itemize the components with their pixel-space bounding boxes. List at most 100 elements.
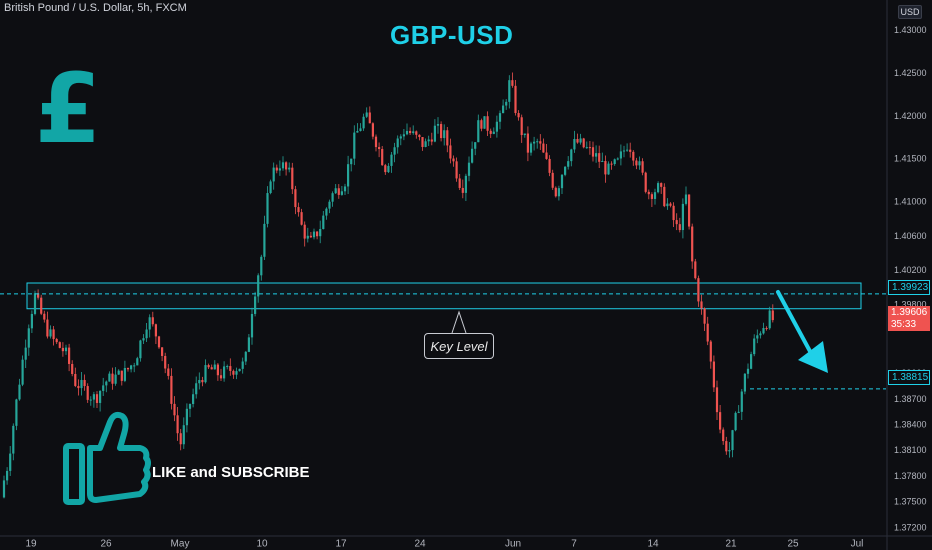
candle-body <box>269 181 272 194</box>
currency-badge[interactable]: USD <box>898 5 922 19</box>
candle-body <box>300 212 303 225</box>
candle-body <box>207 365 210 368</box>
candle-body <box>619 151 622 159</box>
candle-body <box>368 112 371 124</box>
candle-body <box>641 161 644 173</box>
candle-body <box>573 138 576 150</box>
candle-body <box>598 153 601 162</box>
candle-body <box>40 297 43 314</box>
candle-body <box>616 158 619 160</box>
candle-body <box>545 152 548 159</box>
candle-body <box>142 338 145 341</box>
x-tick-label: May <box>171 539 190 550</box>
y-tick-label: 1.37500 <box>894 497 927 507</box>
candle-body <box>421 137 424 147</box>
candle-body <box>157 336 161 348</box>
candle-body <box>2 480 6 498</box>
candle-body <box>492 131 495 134</box>
candle-body <box>254 296 257 314</box>
candle-body <box>734 412 737 431</box>
candle-body <box>498 113 502 122</box>
candle-body <box>743 373 746 392</box>
candle-body <box>387 165 390 173</box>
candle-body <box>440 124 443 139</box>
x-tick-label: 14 <box>647 539 659 550</box>
candle-body <box>340 191 343 195</box>
candle-body <box>99 390 102 403</box>
candle-body <box>551 172 554 188</box>
candle-body <box>52 329 55 340</box>
candle-body <box>638 161 641 166</box>
candle-body <box>443 130 446 139</box>
candle-body <box>136 358 139 366</box>
candle-body <box>731 430 734 451</box>
candle-body <box>303 224 306 239</box>
candle-body <box>610 163 613 165</box>
candle-body <box>409 130 412 134</box>
candle-body <box>533 141 536 144</box>
y-tick-label: 1.37200 <box>894 522 927 532</box>
candle-body <box>455 161 458 179</box>
candle-body <box>678 224 681 231</box>
candle-body <box>508 80 511 102</box>
candle-body <box>108 373 111 382</box>
candle-body <box>712 361 715 388</box>
candle-body <box>179 433 182 445</box>
candle-body <box>213 364 216 370</box>
candle-body <box>446 130 449 146</box>
candle-body <box>198 380 201 384</box>
y-tick-label: 1.40200 <box>894 265 927 275</box>
candle-body <box>266 193 269 224</box>
key-level-label: Key Level <box>424 333 494 359</box>
y-tick-label: 1.41500 <box>894 154 927 164</box>
candle-body <box>216 364 219 376</box>
candle-body <box>201 380 204 383</box>
candle-body <box>514 85 517 114</box>
candle-body <box>291 167 294 190</box>
candle-body <box>402 134 405 137</box>
candle-body <box>114 374 117 384</box>
candle-body <box>365 112 368 117</box>
candle-body <box>105 381 108 386</box>
candle-body <box>486 116 489 131</box>
arrow-shaft <box>776 290 814 357</box>
candle-body <box>449 145 452 159</box>
candle-body <box>123 367 126 381</box>
candle-body <box>111 373 114 384</box>
candle-body <box>257 275 260 297</box>
key-level-pointer <box>451 310 467 334</box>
y-tick-label: 1.37800 <box>894 471 927 481</box>
candle-body <box>495 121 498 132</box>
candle-body <box>595 153 598 157</box>
candle-body <box>560 174 564 189</box>
candle-body <box>250 313 254 338</box>
candle-body <box>765 328 768 330</box>
candle-body <box>467 162 471 176</box>
candle-body <box>564 166 567 175</box>
candle-body <box>669 203 672 206</box>
arrow-head <box>798 341 828 373</box>
candle-body <box>588 147 591 149</box>
candle-body <box>226 366 229 368</box>
candle-body <box>536 141 539 143</box>
candle-body <box>378 147 381 150</box>
candle-body <box>604 161 607 175</box>
candle-body <box>241 361 244 369</box>
candle-body <box>653 192 657 199</box>
candle-body <box>288 167 291 170</box>
candle-body <box>247 337 250 352</box>
candle-body <box>694 261 697 279</box>
x-tick-label: 26 <box>100 539 112 550</box>
candle-body <box>312 231 316 238</box>
candle-body <box>523 133 526 136</box>
candle-body <box>607 163 610 175</box>
candle-body <box>622 150 626 152</box>
candle-body <box>505 101 508 106</box>
candle-body <box>371 123 374 137</box>
candle-body <box>384 165 387 173</box>
candle-body <box>347 164 350 187</box>
candle-body <box>343 186 347 192</box>
candle-body <box>309 235 312 238</box>
candle-body <box>173 403 176 416</box>
